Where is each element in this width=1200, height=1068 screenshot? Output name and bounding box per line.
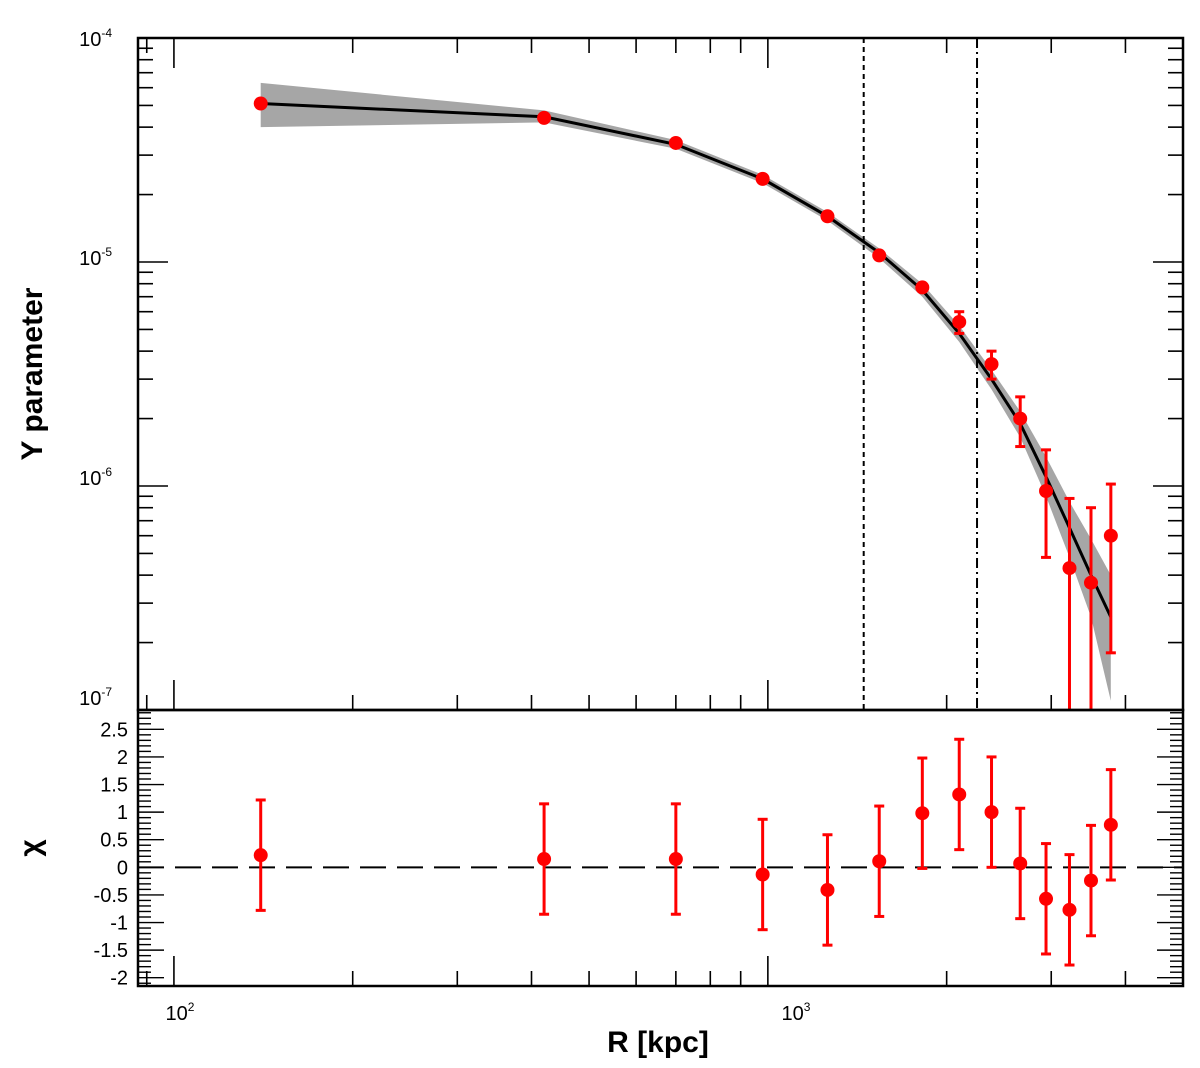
chi-data-point bbox=[820, 882, 835, 897]
chi-data-point bbox=[1062, 902, 1077, 917]
y-data-point bbox=[1083, 575, 1098, 590]
chi-residual-panel: 2.5 2 1.5 1 0.5 0 -0.5 -1 -1.5 -2 χ bbox=[14, 708, 1185, 990]
chi-tick-label: -0.5 bbox=[94, 885, 128, 907]
y-data-point bbox=[872, 248, 887, 263]
chi-data-point bbox=[952, 787, 967, 802]
chi-data-points bbox=[253, 737, 1118, 967]
chi-tick-labels: 2.5 2 1.5 1 0.5 0 -0.5 -1 -1.5 -2 bbox=[94, 719, 128, 989]
model-curve-line bbox=[260, 102, 1113, 618]
chi-data-point bbox=[1013, 856, 1028, 871]
ytick-label-1e-4: 10-4 bbox=[79, 26, 112, 51]
chi-tick-label: -2 bbox=[110, 968, 128, 990]
xtick-label-100: 102 bbox=[166, 1000, 195, 1025]
x-axis: 102 103 R [kpc] bbox=[145, 38, 1184, 1059]
chi-data-point bbox=[915, 806, 930, 821]
chi-tick-label: 2 bbox=[117, 747, 128, 769]
y-data-point bbox=[537, 110, 552, 125]
y-data-point bbox=[1103, 528, 1118, 543]
chi-tick-label: 0 bbox=[117, 857, 128, 879]
chi-data-point bbox=[668, 852, 683, 867]
bottom-panel-frame bbox=[136, 708, 1185, 988]
y-data-point bbox=[820, 209, 835, 224]
y-data-point bbox=[915, 280, 930, 295]
chi-tick-label: 1.5 bbox=[100, 775, 128, 797]
ytick-label-1e-7: 10-7 bbox=[79, 685, 112, 710]
chi-data-point bbox=[1103, 817, 1118, 832]
chi-data-point bbox=[537, 852, 552, 867]
y-panel-tick-labels: 10-7 10-6 10-5 10-4 bbox=[79, 26, 112, 710]
y-data-point bbox=[668, 135, 683, 150]
x-axis-ticks bbox=[145, 38, 1184, 986]
y-data-point bbox=[1062, 561, 1077, 576]
y-data-point bbox=[984, 357, 999, 372]
chi-tick-label: 1 bbox=[117, 802, 128, 824]
y-parameter-panel: 10-7 10-6 10-5 10-4 Y parameter bbox=[16, 26, 1185, 712]
model-curve bbox=[260, 102, 1113, 618]
xtick-label-1000: 103 bbox=[782, 1000, 811, 1025]
chi-data-point bbox=[755, 867, 770, 882]
ytick-label-1e-6: 10-6 bbox=[79, 465, 112, 490]
chi-axis-title: χ bbox=[14, 839, 47, 857]
y-data-points bbox=[253, 96, 1118, 710]
chi-data-point bbox=[984, 805, 999, 820]
x-axis-title: R [kpc] bbox=[607, 1026, 709, 1059]
y-data-point bbox=[253, 96, 268, 111]
y-data-point bbox=[952, 314, 967, 329]
y-data-point bbox=[1039, 483, 1054, 498]
chi-tick-label: -1.5 bbox=[94, 940, 128, 962]
y-data-point bbox=[755, 171, 770, 186]
chi-data-point bbox=[253, 848, 268, 863]
ytick-label-1e-5: 10-5 bbox=[79, 245, 112, 270]
chi-data-point bbox=[872, 854, 887, 869]
chi-data-point bbox=[1083, 873, 1098, 888]
chi-tick-label: -1 bbox=[110, 913, 128, 935]
chi-data-point bbox=[1039, 891, 1054, 906]
chi-tick-label: 0.5 bbox=[100, 830, 128, 852]
y-data-point bbox=[1013, 411, 1028, 426]
chi-tick-label: 2.5 bbox=[100, 719, 128, 741]
chi-panel-ticks bbox=[138, 712, 1183, 984]
y-axis-title: Y parameter bbox=[16, 287, 49, 460]
characteristic-radius-lines bbox=[862, 38, 979, 710]
